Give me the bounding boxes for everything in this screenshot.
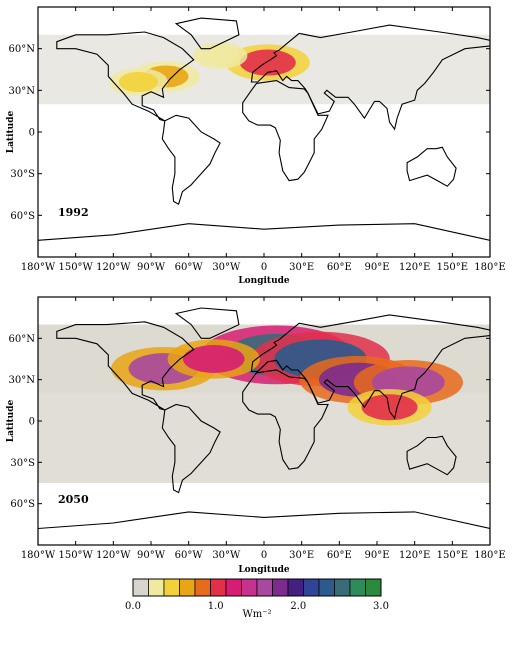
x-tick-label: 30°W xyxy=(212,262,241,273)
coastline xyxy=(406,435,457,476)
coastline xyxy=(161,114,221,206)
x-tick-label: 30°E xyxy=(289,550,314,561)
hotspot-5 xyxy=(182,345,245,373)
x-tick-label: 120°W xyxy=(96,262,131,273)
colorbar-swatch xyxy=(349,578,366,597)
x-tick-label: 120°E xyxy=(399,550,430,561)
coastline xyxy=(242,369,329,470)
colorbar-tick-label: 0.0 xyxy=(125,601,141,612)
x-tick-label: 150°W xyxy=(58,262,93,273)
x-axis-title: Longitude xyxy=(238,565,290,575)
x-tick-label: 150°W xyxy=(58,550,93,561)
y-axis: 60°N 30°N 0 30°S 60°S xyxy=(9,334,490,510)
x-tick-label: 90°E xyxy=(364,550,389,561)
colorbar: 0.0 1.0 2.0 3.0 Wm⁻² xyxy=(125,578,389,620)
coastline xyxy=(242,80,329,182)
x-tick-label: 180°E xyxy=(474,550,505,561)
coastline xyxy=(250,24,490,131)
map-panel-1992: 180°W 150°W 120°W 90°W 60°W 30°W 0 30°E 60°E 90°E… xyxy=(6,6,506,286)
y-axis-title: Latitude xyxy=(6,400,16,443)
x-tick-label: 150°E xyxy=(437,262,468,273)
colorbar-swatch xyxy=(318,578,335,597)
colorbar-swatch xyxy=(303,578,320,597)
colorbar-swatch xyxy=(194,578,211,597)
x-tick-label: 180°E xyxy=(474,262,505,273)
x-tick-label: 180°W xyxy=(21,262,56,273)
colorbar-swatch xyxy=(334,578,351,597)
y-axis: 60°N 30°N 0 30°S 60°S xyxy=(9,44,490,222)
y-tick-label: 60°N xyxy=(9,334,36,345)
x-tick-label: 30°E xyxy=(289,262,314,273)
colorbar-tick-label: 3.0 xyxy=(373,601,389,612)
forcing-field xyxy=(38,324,490,483)
forcing-field xyxy=(38,34,490,105)
coastline xyxy=(406,146,457,187)
year-label: 1992 xyxy=(58,206,89,219)
x-axis: 180°W 150°W 120°W 90°W 60°W 30°W 0 30°E 60°E 90°E… xyxy=(21,297,506,561)
x-axis-title: Longitude xyxy=(238,276,290,286)
colorbar-swatch xyxy=(132,578,149,597)
x-tick-label: 60°E xyxy=(327,262,352,273)
colorbar-swatch xyxy=(210,578,227,597)
colorbar-swatch xyxy=(225,578,242,597)
colorbar-frame xyxy=(132,578,382,597)
x-tick-label: 30°W xyxy=(212,550,241,561)
y-tick-label: 30°N xyxy=(9,375,36,386)
hotspot-6 xyxy=(361,394,418,421)
y-tick-label: 30°S xyxy=(10,458,35,469)
colorbar-swatch xyxy=(365,578,382,597)
colorbar-tick-label: 1.0 xyxy=(208,601,224,612)
x-tick-label: 180°W xyxy=(21,550,56,561)
x-tick-label: 120°W xyxy=(96,550,131,561)
coastline xyxy=(38,223,490,257)
y-tick-label: 30°S xyxy=(10,169,35,180)
y-axis-title: Latitude xyxy=(6,111,16,154)
colorbar-swatch xyxy=(163,578,180,597)
colorbar-tick-label: 2.0 xyxy=(290,601,306,612)
x-axis: 180°W 150°W 120°W 90°W 60°W 30°W 0 30°E 60°E 90°E… xyxy=(21,7,506,273)
coastline xyxy=(38,511,490,545)
y-tick-label: 60°S xyxy=(10,211,35,222)
coastlines xyxy=(38,307,490,545)
y-tick-label: 0 xyxy=(29,417,35,428)
colorbar-swatch xyxy=(179,578,196,597)
map-panel-2050: 180°W 150°W 120°W 90°W 60°W 30°W 0 30°E 60°E 90°E… xyxy=(6,296,506,575)
coastline xyxy=(174,17,240,50)
x-tick-label: 90°W xyxy=(137,262,166,273)
colorbar-unit: Wm⁻² xyxy=(242,609,271,620)
coastline xyxy=(161,403,221,494)
hotspot-0 xyxy=(239,49,296,76)
x-tick-label: 120°E xyxy=(399,262,430,273)
x-tick-label: 60°W xyxy=(175,550,204,561)
y-tick-label: 0 xyxy=(29,128,35,139)
coastline xyxy=(174,307,240,339)
y-tick-label: 30°N xyxy=(9,86,36,97)
x-tick-label: 90°W xyxy=(137,550,166,561)
colorbar-swatch xyxy=(287,578,304,597)
coastlines xyxy=(38,17,490,257)
coastline xyxy=(56,31,195,122)
colorbar-swatch xyxy=(148,578,165,597)
coastline xyxy=(56,321,195,411)
hotspot-2 xyxy=(118,72,159,92)
y-tick-label: 60°S xyxy=(10,499,35,510)
x-tick-label: 0 xyxy=(261,550,267,561)
year-label: 2050 xyxy=(58,493,89,506)
hotspot-3 xyxy=(201,46,239,66)
y-tick-label: 60°N xyxy=(9,44,36,55)
colorbar-swatch xyxy=(241,578,258,597)
x-tick-label: 0 xyxy=(261,262,267,273)
x-tick-label: 90°E xyxy=(364,262,389,273)
colorbar-swatch xyxy=(272,578,289,597)
coastline xyxy=(250,314,490,420)
x-tick-label: 150°E xyxy=(437,550,468,561)
colorbar-swatch xyxy=(256,578,273,597)
x-tick-label: 60°W xyxy=(175,262,204,273)
x-tick-label: 60°E xyxy=(327,550,352,561)
